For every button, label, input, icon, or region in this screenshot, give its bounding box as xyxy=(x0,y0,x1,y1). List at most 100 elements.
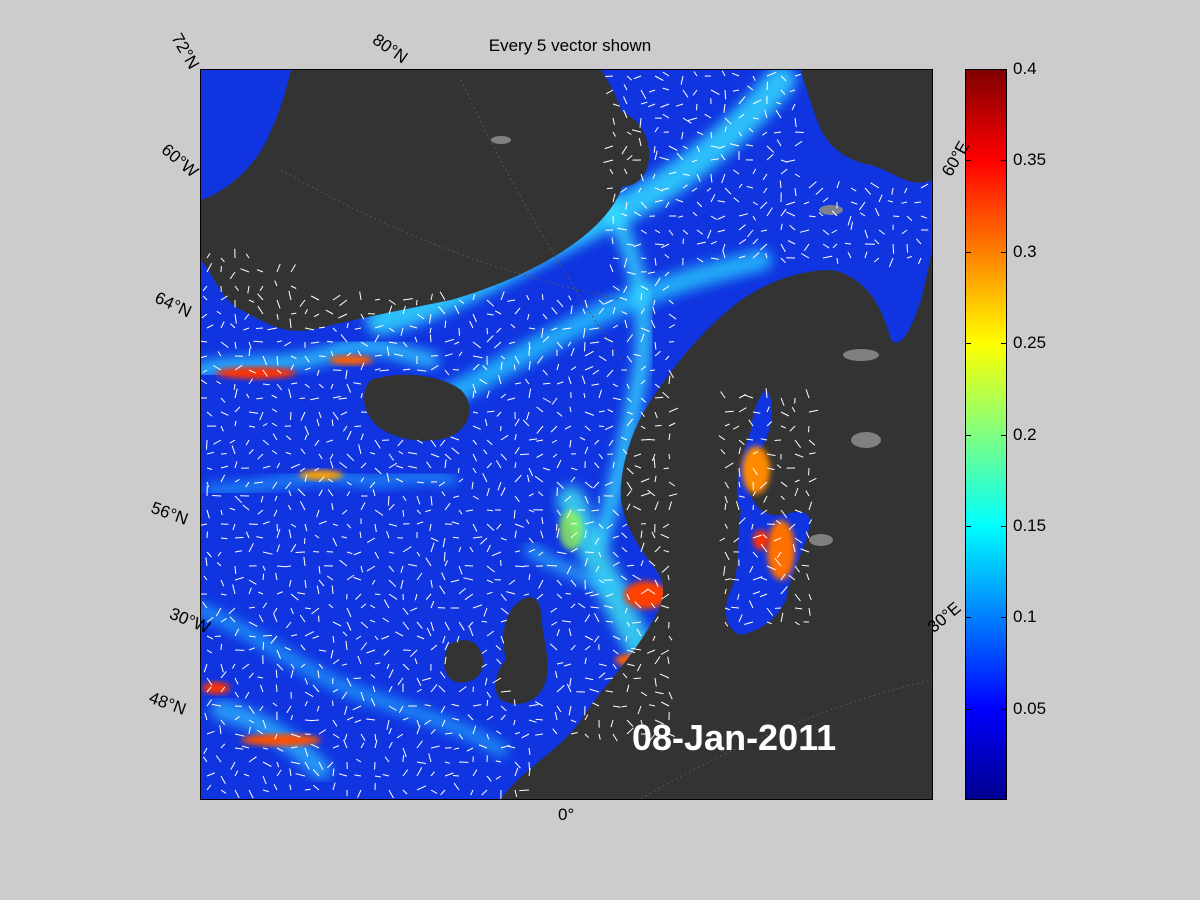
current-vector xyxy=(537,355,544,364)
current-vector xyxy=(654,229,661,234)
current-vector xyxy=(467,621,474,628)
current-vector xyxy=(206,677,213,686)
current-vector xyxy=(438,685,446,693)
current-vector xyxy=(640,492,651,497)
current-vector xyxy=(310,295,320,301)
current-vector xyxy=(733,197,740,203)
current-vector xyxy=(568,628,572,637)
current-vector xyxy=(621,145,628,155)
current-vector xyxy=(773,131,782,134)
current-vector xyxy=(534,701,544,707)
current-vector xyxy=(410,649,418,658)
current-vector xyxy=(623,285,628,293)
current-vector xyxy=(794,453,804,458)
current-vector xyxy=(788,574,796,581)
current-vector xyxy=(692,211,698,217)
current-vector xyxy=(234,495,243,504)
current-vector xyxy=(776,464,782,469)
current-vector xyxy=(213,439,222,445)
current-vector xyxy=(780,495,785,500)
current-vector xyxy=(786,211,796,217)
current-vector xyxy=(789,425,796,432)
current-vector xyxy=(290,733,301,738)
current-vector xyxy=(598,523,604,529)
current-vector xyxy=(651,531,656,539)
current-vector xyxy=(729,143,740,147)
current-vector xyxy=(388,565,395,573)
current-vector xyxy=(304,425,310,436)
current-vector xyxy=(640,308,645,315)
current-vector xyxy=(696,241,706,245)
current-vector xyxy=(626,621,631,627)
current-vector xyxy=(430,600,435,609)
current-vector xyxy=(633,75,642,80)
current-vector xyxy=(584,521,595,525)
current-vector xyxy=(514,731,520,735)
current-vector xyxy=(612,733,618,742)
current-vector xyxy=(662,87,670,91)
current-vector xyxy=(486,691,492,698)
current-vector xyxy=(654,411,658,419)
current-vector xyxy=(649,369,656,372)
current-vector xyxy=(440,705,446,713)
current-vector xyxy=(514,523,524,528)
current-vector xyxy=(514,382,522,385)
current-vector xyxy=(359,291,362,301)
current-vector xyxy=(621,547,628,553)
current-vector xyxy=(763,187,768,194)
current-vector xyxy=(444,772,454,777)
current-vector xyxy=(668,313,677,320)
current-vector xyxy=(514,418,520,427)
lon-60w-label: 60°W xyxy=(157,140,202,182)
current-vector xyxy=(737,593,740,600)
current-vector xyxy=(328,603,334,609)
current-vector xyxy=(746,186,754,189)
current-vector xyxy=(598,579,605,584)
current-vector xyxy=(625,635,628,642)
current-vector xyxy=(330,383,334,390)
current-vector xyxy=(383,649,390,656)
current-vector xyxy=(668,453,671,460)
current-vector xyxy=(272,408,278,413)
current-vector xyxy=(640,589,648,595)
current-vector xyxy=(780,168,788,175)
current-vector xyxy=(464,565,474,567)
current-vector xyxy=(668,369,674,379)
current-vector xyxy=(290,714,293,721)
current-vector xyxy=(646,649,656,654)
current-vector xyxy=(738,238,747,245)
current-vector xyxy=(430,771,435,777)
current-vector xyxy=(429,523,432,532)
current-vector xyxy=(648,560,656,567)
current-vector xyxy=(355,635,362,640)
current-vector xyxy=(659,156,670,161)
current-vector xyxy=(285,451,292,455)
current-vector xyxy=(584,635,593,641)
current-vector xyxy=(370,604,376,609)
current-vector xyxy=(299,397,306,399)
current-vector xyxy=(738,255,746,259)
current-vector xyxy=(752,168,757,175)
current-vector xyxy=(803,201,810,205)
current-vector xyxy=(528,361,531,371)
date-label: 08-Jan-2011 xyxy=(632,717,837,758)
current-vector xyxy=(605,620,614,623)
current-vector xyxy=(480,537,488,545)
current-vector xyxy=(632,574,642,581)
current-vector xyxy=(590,606,600,609)
current-vector xyxy=(374,354,382,357)
current-vector xyxy=(451,447,460,455)
current-vector xyxy=(850,221,854,231)
current-vector xyxy=(668,733,675,737)
current-vector xyxy=(246,393,250,399)
current-vector xyxy=(304,309,308,315)
current-vector xyxy=(374,324,384,329)
current-vector xyxy=(370,698,376,707)
current-vector xyxy=(724,588,727,595)
current-vector xyxy=(631,647,642,651)
current-vector xyxy=(528,768,531,777)
current-vector xyxy=(484,418,488,427)
current-vector xyxy=(570,579,577,587)
current-vector xyxy=(312,784,320,791)
current-vector xyxy=(654,501,659,511)
